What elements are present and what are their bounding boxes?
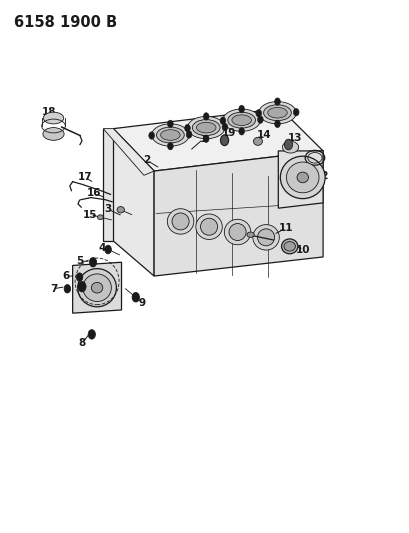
Text: 3: 3 [104,204,111,214]
Ellipse shape [156,127,184,143]
Polygon shape [278,151,322,208]
Circle shape [167,142,173,150]
Ellipse shape [229,223,245,240]
Text: 19: 19 [222,128,236,138]
Ellipse shape [91,282,103,293]
Polygon shape [113,128,154,276]
Ellipse shape [281,239,297,254]
Polygon shape [103,128,154,175]
Ellipse shape [97,215,103,220]
Ellipse shape [263,105,291,120]
Ellipse shape [196,214,222,239]
Text: 15: 15 [83,209,97,220]
Polygon shape [154,151,322,276]
Ellipse shape [282,141,298,153]
Circle shape [274,120,280,127]
Circle shape [64,285,70,293]
Ellipse shape [43,112,63,124]
Ellipse shape [151,124,189,146]
Ellipse shape [172,213,189,230]
Ellipse shape [231,115,251,125]
Circle shape [203,113,209,120]
Circle shape [89,257,97,267]
Text: 7: 7 [50,284,57,294]
Circle shape [255,110,261,117]
Ellipse shape [224,219,250,245]
Text: 6158 1900 B: 6158 1900 B [13,14,117,30]
Text: 1: 1 [199,134,206,144]
Text: 5: 5 [76,256,83,266]
Circle shape [78,281,86,292]
Polygon shape [103,128,113,241]
Circle shape [293,109,298,116]
Circle shape [184,124,190,132]
Ellipse shape [280,156,324,199]
Ellipse shape [267,108,287,118]
Text: 11: 11 [278,223,292,233]
Ellipse shape [257,229,274,246]
Ellipse shape [283,241,294,251]
Circle shape [186,131,191,138]
Text: 18: 18 [42,107,56,117]
Ellipse shape [227,112,255,128]
Ellipse shape [78,269,116,307]
Circle shape [222,123,227,131]
Ellipse shape [196,122,216,133]
Circle shape [274,98,280,106]
Polygon shape [113,109,322,171]
Circle shape [132,293,139,302]
Ellipse shape [167,209,193,234]
Circle shape [220,117,225,124]
Ellipse shape [117,207,124,213]
Ellipse shape [258,102,295,124]
Ellipse shape [160,130,180,140]
Text: 2: 2 [143,156,151,165]
Circle shape [167,120,173,127]
Circle shape [257,116,263,123]
Text: 14: 14 [256,130,271,140]
Text: 12: 12 [314,172,329,181]
Polygon shape [72,262,121,313]
Ellipse shape [43,127,64,140]
Ellipse shape [200,218,217,235]
Circle shape [105,245,111,254]
Circle shape [284,139,292,150]
Ellipse shape [187,116,225,139]
Circle shape [238,106,244,113]
Ellipse shape [253,138,262,146]
Circle shape [238,127,244,135]
Text: 6: 6 [62,271,69,281]
Ellipse shape [286,162,318,193]
Text: 10: 10 [296,245,310,255]
Ellipse shape [83,274,111,302]
Circle shape [76,273,83,281]
Text: 9: 9 [138,297,145,308]
Circle shape [203,135,209,142]
Text: 17: 17 [77,172,92,182]
Ellipse shape [192,119,220,135]
Circle shape [220,135,228,146]
Ellipse shape [296,172,308,183]
Text: 16: 16 [87,188,101,198]
Text: 13: 13 [287,133,301,143]
Circle shape [88,329,95,339]
Text: 4: 4 [99,243,106,253]
Ellipse shape [222,109,260,131]
Circle shape [148,132,154,139]
Ellipse shape [252,224,279,250]
Text: 8: 8 [78,338,85,349]
Ellipse shape [246,232,254,237]
